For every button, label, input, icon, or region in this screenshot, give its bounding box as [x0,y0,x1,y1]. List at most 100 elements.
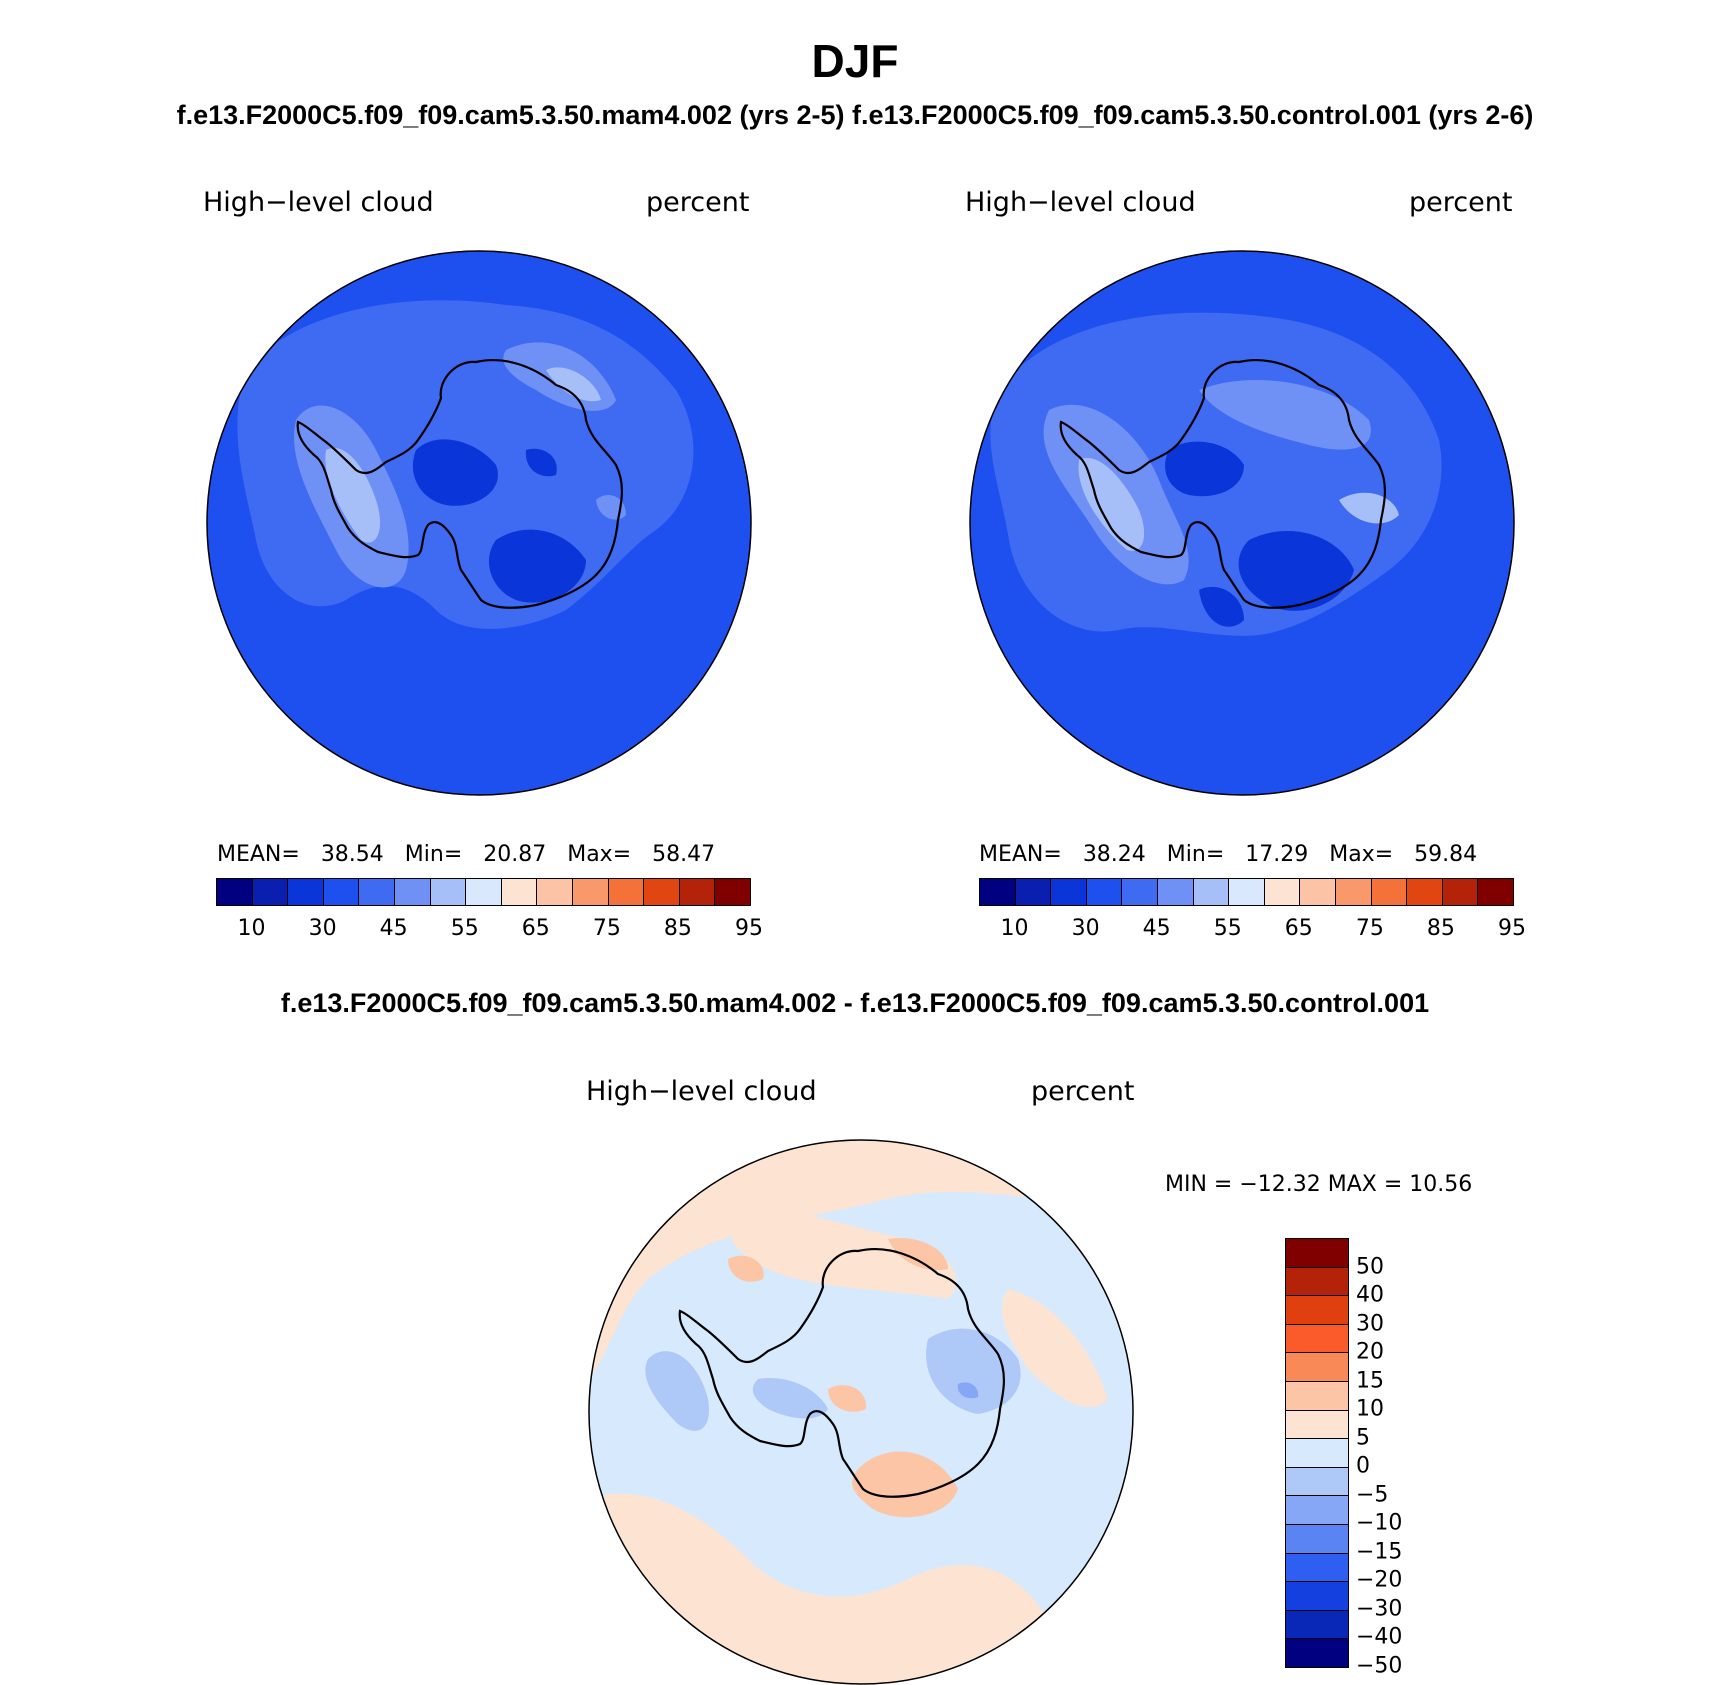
colorbar-swatch [715,879,750,905]
panel2-max-value: 59.84 [1414,842,1478,867]
diff-colorbar-tick-label: 50 [1356,1254,1384,1280]
diff-colorbar-swatch [1286,1410,1348,1440]
colorbar-swatch [1335,879,1372,905]
case-titles: f.e13.F2000C5.f09_f09.cam5.3.50.mam4.002… [176,100,1534,130]
panel2-polar-map [969,250,1515,796]
panel1-stats: MEAN= 38.54 Min= 20.87 Max= 58.47 [217,842,715,867]
colorbar-swatch [430,879,467,905]
diff-coastline [678,1247,1005,1498]
diff-negative-region [926,1328,1021,1414]
diff-colorbar-swatch [1286,1439,1348,1468]
colorbar-swatch [980,879,1016,905]
colorbar-tick-label: 95 [735,916,763,941]
panel1-cloud-region [412,439,498,506]
panel2-mean-label: MEAN= [979,842,1062,867]
panel2-cloud-region [1165,441,1244,497]
diff-colorbar-swatch [1286,1381,1348,1411]
panel2-variable-label: High−level cloud [965,187,1196,218]
colorbar-swatch [1264,879,1301,905]
diff-colorbar-labels: 50 40 30 20 15 10 5 0 −5 −10 −15 −20 −30 −40 −50 [1356,1238,1436,1678]
diff-positive-region [852,1451,958,1518]
colorbar-swatch [466,879,502,905]
colorbar-swatch [1122,879,1158,905]
colorbar-swatch [1407,879,1443,905]
diff-positive-region [729,1212,956,1299]
diff-positive-region [728,1255,764,1282]
panel1-cloud-region [525,448,557,477]
colorbar-tick-label: 45 [1142,916,1171,941]
diff-positive-region [888,1238,948,1271]
diff-colorbar-swatch [1286,1524,1348,1554]
panel1-cloud-region [488,529,586,603]
colorbar-swatch [608,879,645,905]
colorbar-swatch [644,879,680,905]
diff-colorbar-tick-label: 20 [1356,1339,1384,1365]
diff-minmax: MIN = −12.32 MAX = 10.56 [1165,1172,1473,1197]
panel1-mean-value: 38.54 [320,842,384,867]
colorbar-swatch [537,879,573,905]
panel1-colorbar-labels: 10 30 45 55 65 75 85 95 [216,916,763,944]
diff-positive-region [589,1493,1133,1684]
colorbar-tick-label: 30 [308,916,337,941]
diff-colorbar-tick-label: −30 [1356,1596,1403,1622]
difference-title: f.e13.F2000C5.f09_f09.cam5.3.50.mam4.002… [280,988,1430,1018]
panel2-min-value: 17.29 [1245,842,1309,867]
colorbar-swatch [1193,879,1230,905]
diff-colorbar-swatch [1286,1324,1348,1354]
colorbar-tick-label: 45 [379,916,408,941]
diff-colorbar-tick-label: −40 [1356,1624,1403,1650]
diff-colorbar-swatch [1286,1267,1348,1297]
diff-positive-region [1001,1289,1108,1408]
colorbar-swatch [394,879,431,905]
panel2-max-label: Max= [1329,842,1394,867]
colorbar-tick-label: 10 [237,916,266,941]
colorbar-tick-label: 85 [663,916,692,941]
colorbar-swatch [359,879,395,905]
panel1-colorbar [216,878,751,906]
diff-colorbar-tick-label: 40 [1356,1282,1384,1308]
colorbar-swatch [217,879,253,905]
panel2-cloud-region [1199,380,1371,450]
diff-colorbar-swatch [1286,1353,1348,1382]
panel1-max-label: Max= [567,842,632,867]
diff-negative-region [957,1382,979,1399]
diff-positive-region [828,1385,867,1412]
diff-colorbar-swatch [1286,1582,1348,1611]
diff-colorbar-swatch [1286,1467,1348,1497]
panel1-mean-label: MEAN= [217,842,300,867]
colorbar-swatch [501,879,538,905]
diff-colorbar-tick-label: −15 [1356,1539,1403,1565]
colorbar-swatch [252,879,289,905]
main-title: DJF [811,35,899,87]
diff-colorbar-tick-label: −20 [1356,1567,1403,1593]
colorbar-swatch [1051,879,1087,905]
panel2-cloud-region [1199,586,1244,627]
diff-variable-label: High−level cloud [586,1076,817,1107]
diff-colorbar-tick-label: 30 [1356,1311,1384,1337]
colorbar-swatch [1300,879,1336,905]
panel1-max-value: 58.47 [652,842,716,867]
diff-colorbar-swatch [1286,1610,1348,1640]
panel2-colorbar [979,878,1514,906]
colorbar-swatch [1229,879,1265,905]
colorbar-swatch [679,879,716,905]
panel1-variable-label: High−level cloud [203,187,434,218]
colorbar-tick-label: 65 [1284,916,1313,941]
panel1-units-label: percent [646,187,750,218]
colorbar-swatch [1371,879,1408,905]
panel1-cloud-region [325,448,381,543]
colorbar-swatch [1478,879,1513,905]
panel2-stats: MEAN= 38.24 Min= 17.29 Max= 59.84 [979,842,1477,867]
diff-colorbar-swatch [1286,1239,1348,1268]
colorbar-tick-label: 75 [1355,916,1384,941]
colorbar-tick-label: 55 [1213,916,1242,941]
panel2-colorbar-labels: 10 30 45 55 65 75 85 95 [979,916,1526,944]
colorbar-swatch [1086,879,1123,905]
panel1-cloud-region [546,367,601,402]
panel1-min-label: Min= [404,842,463,867]
colorbar-tick-label: 85 [1426,916,1455,941]
diff-positive-region [589,1140,1133,1379]
diff-colorbar-swatch [1286,1296,1348,1325]
panel2-min-label: Min= [1166,842,1225,867]
diff-negative-region [645,1351,709,1431]
